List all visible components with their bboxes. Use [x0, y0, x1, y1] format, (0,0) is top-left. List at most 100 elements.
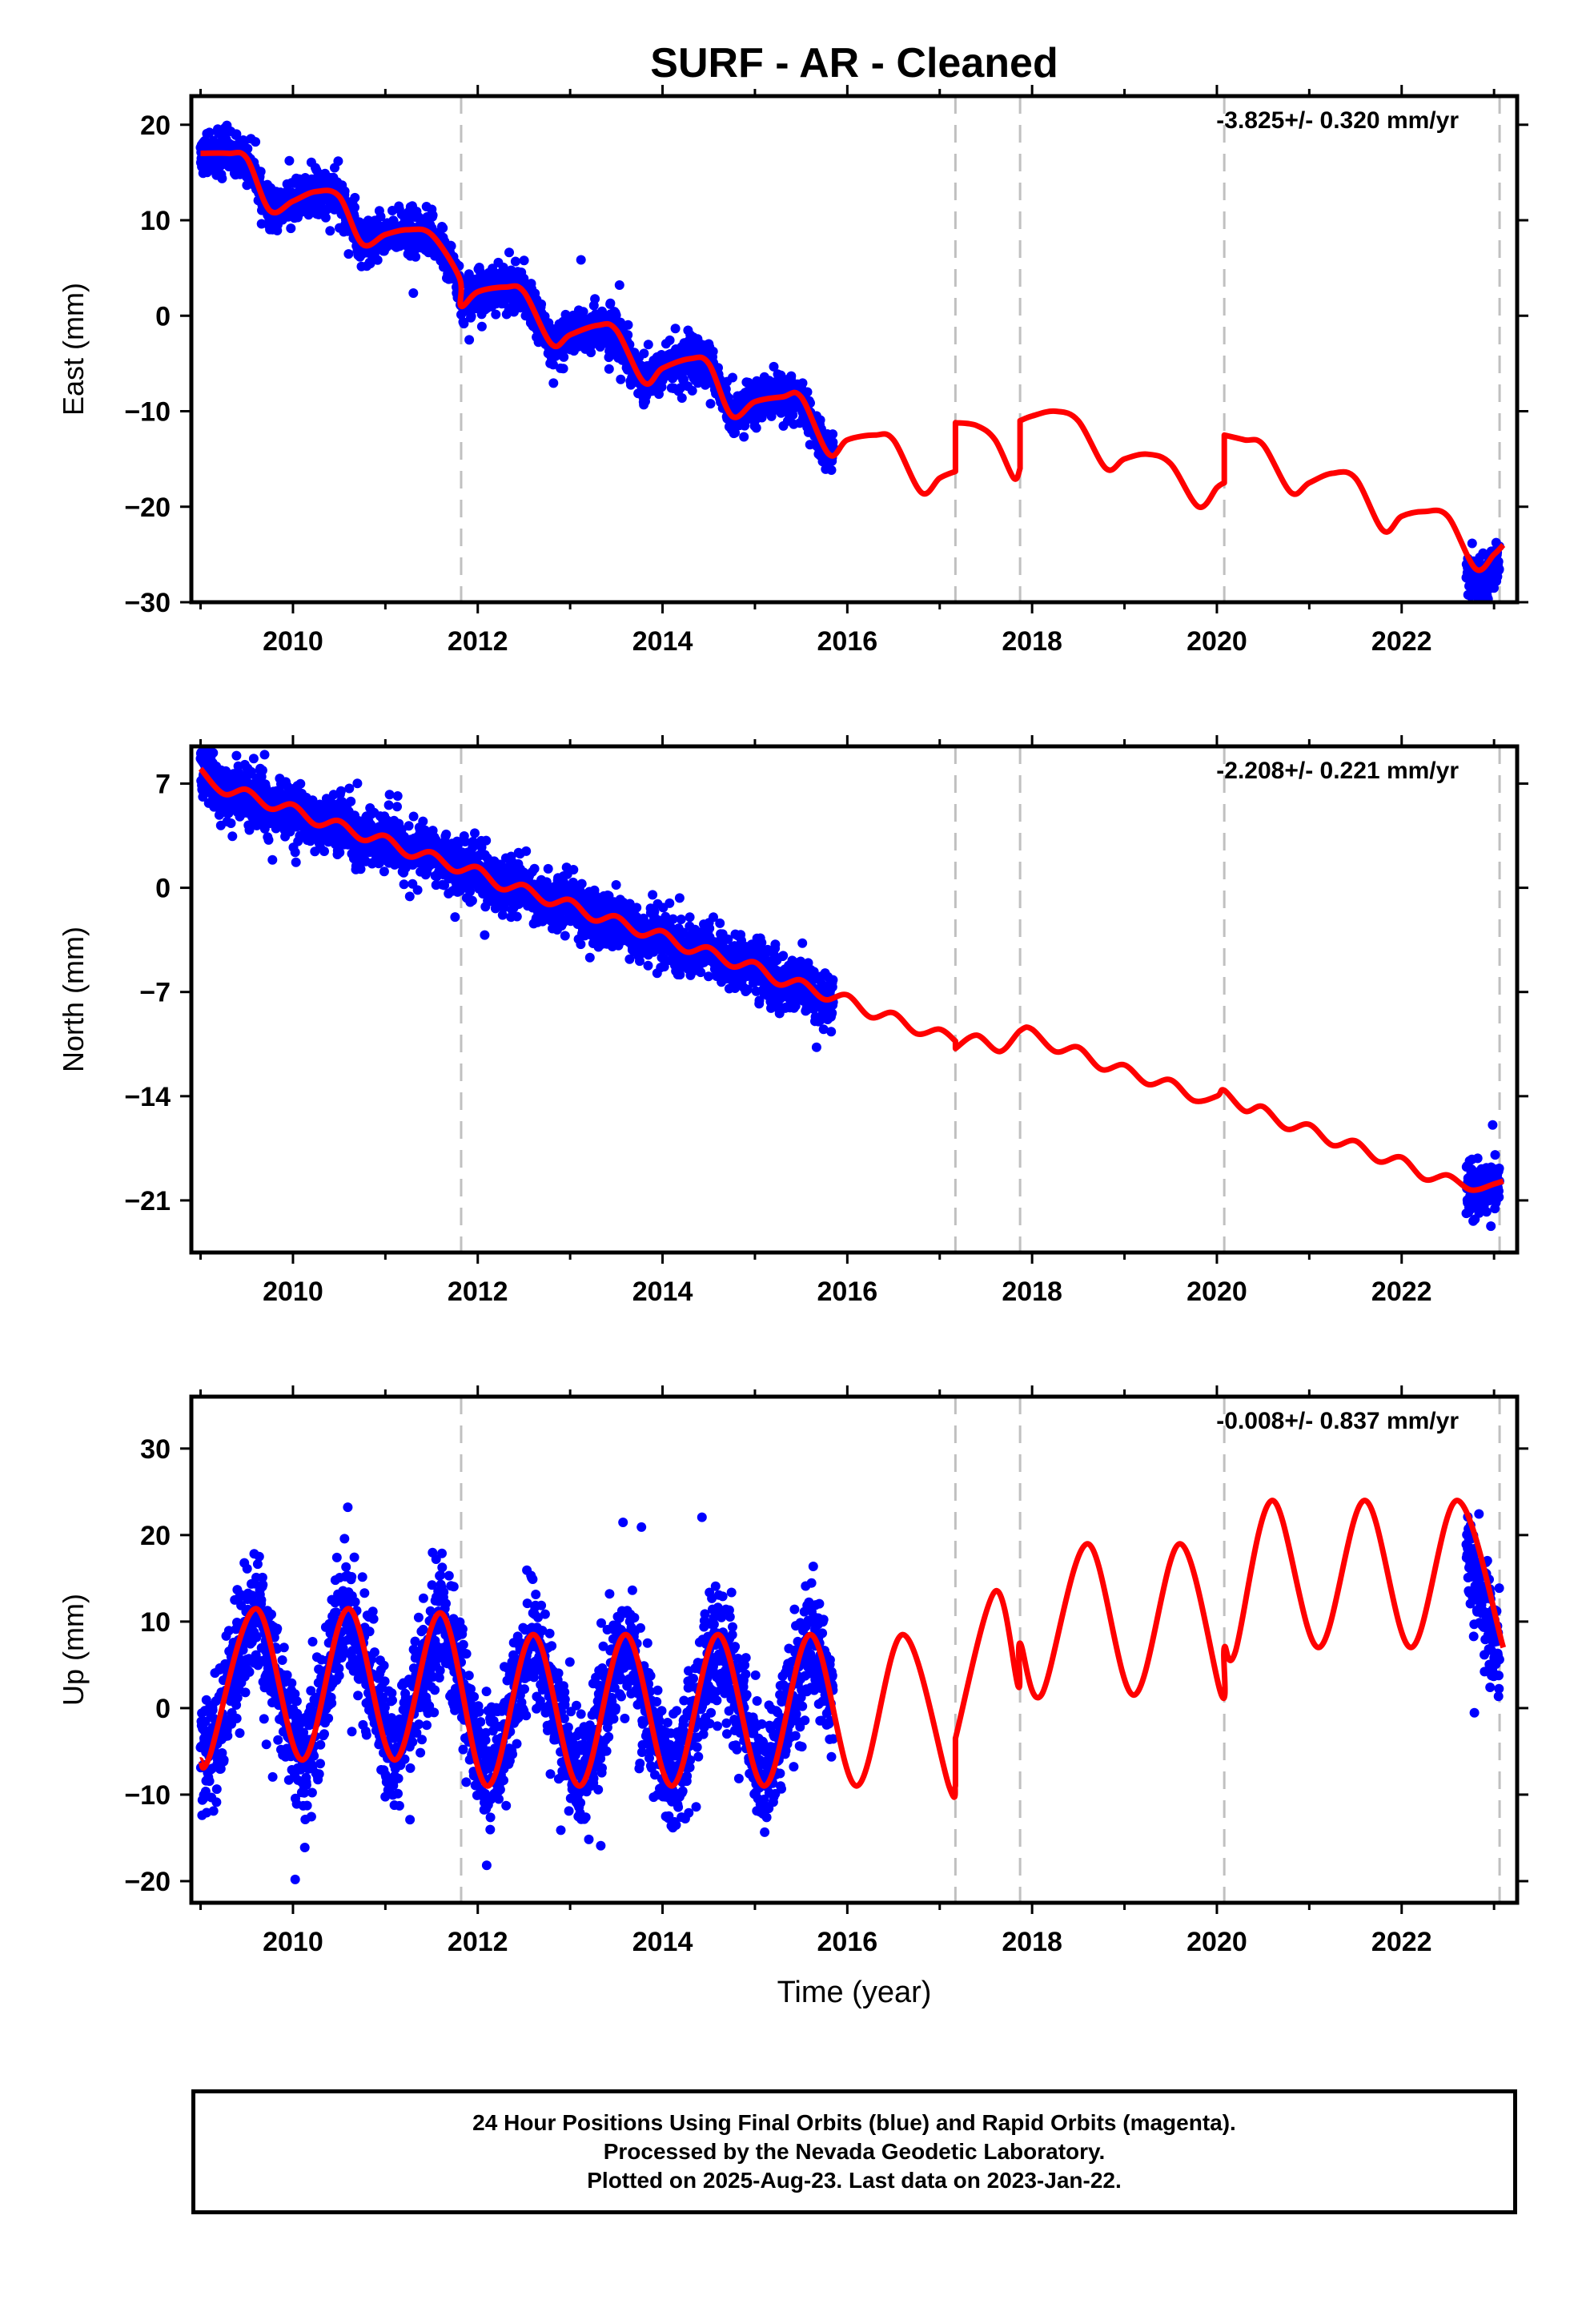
data-point	[355, 864, 366, 875]
data-point	[325, 226, 335, 236]
data-point	[649, 907, 660, 916]
data-point	[375, 211, 386, 222]
y-tick-label: −20	[124, 493, 171, 523]
x-tick-label: 2022	[1371, 626, 1432, 657]
data-point	[476, 321, 487, 332]
data-point	[404, 891, 415, 902]
data-point	[705, 923, 715, 934]
data-point	[497, 910, 508, 920]
data-point	[379, 866, 389, 877]
data-point	[665, 335, 675, 345]
data-point	[466, 312, 476, 321]
data-point	[826, 465, 837, 475]
data-point	[751, 423, 761, 433]
data-point	[614, 280, 624, 290]
data-point	[372, 255, 383, 265]
data-point	[450, 912, 460, 923]
data-point	[590, 294, 600, 304]
data-point	[828, 442, 838, 452]
data-point	[244, 825, 255, 835]
data-point	[346, 796, 356, 806]
data-point	[529, 863, 540, 874]
y-tick-label: 0	[155, 301, 171, 332]
data-point	[335, 847, 345, 858]
data-points-2	[195, 746, 1504, 1232]
data-point	[1467, 538, 1477, 549]
data-point	[290, 847, 300, 858]
model-curve-1	[200, 149, 1506, 573]
data-point	[412, 885, 423, 895]
data-point	[639, 348, 649, 359]
data-point	[668, 914, 678, 924]
data-point	[467, 895, 477, 906]
data-point	[247, 766, 256, 777]
data-point	[428, 210, 438, 220]
data-point	[605, 298, 616, 308]
data-point	[284, 155, 295, 166]
y-tick-label: 10	[140, 206, 171, 236]
data-point	[404, 821, 414, 831]
y-tick-label: −30	[124, 588, 171, 618]
data-point	[251, 137, 261, 147]
data-point	[319, 846, 329, 856]
data-point	[754, 995, 765, 1006]
data-point	[704, 971, 713, 982]
data-point	[586, 348, 596, 358]
data-point	[255, 167, 266, 177]
data-point	[676, 383, 686, 393]
data-point	[452, 840, 463, 850]
data-point	[352, 778, 363, 789]
data-point	[770, 939, 781, 950]
data-point	[344, 783, 355, 794]
data-point	[512, 911, 522, 922]
data-point	[1483, 593, 1493, 602]
x-tick-label: 2016	[817, 626, 878, 657]
data-point	[677, 393, 687, 403]
data-point	[708, 346, 718, 356]
data-point	[802, 387, 813, 397]
data-point	[343, 249, 354, 259]
data-point	[510, 256, 520, 267]
data-point	[597, 306, 607, 316]
data-point	[643, 340, 653, 350]
data-point	[438, 223, 448, 233]
data-point	[488, 263, 498, 274]
data-point	[519, 255, 529, 266]
data-point	[674, 893, 685, 903]
data-point	[295, 778, 306, 789]
data-point	[709, 912, 718, 923]
data-point	[576, 879, 587, 889]
data-point	[559, 352, 569, 362]
data-point	[616, 374, 626, 384]
data-point	[217, 173, 227, 183]
data-point	[687, 385, 697, 396]
data-point	[584, 952, 595, 963]
data-point	[616, 317, 625, 328]
data-point	[548, 360, 558, 370]
data-point	[286, 223, 296, 234]
data-point	[480, 930, 490, 940]
panel-1: 2010 2012 2014 2016 2018 2020 202220100−10−20−…	[57, 85, 1528, 657]
data-point	[399, 879, 409, 890]
data-point	[786, 371, 797, 381]
data-point	[611, 880, 621, 890]
data-point	[441, 829, 452, 839]
data-point	[715, 918, 725, 928]
x-tick-label: 2018	[1002, 626, 1062, 657]
data-point	[204, 127, 215, 138]
x-tick-label: 2012	[448, 626, 508, 657]
data-point	[685, 912, 695, 923]
data-point	[611, 310, 621, 320]
data-point	[339, 186, 350, 196]
data-point	[730, 428, 741, 438]
x-tick-label: 2020	[1186, 626, 1247, 657]
data-point	[248, 754, 259, 764]
data-point	[459, 319, 469, 329]
data-point	[392, 791, 403, 801]
data-point	[742, 984, 753, 995]
data-point	[568, 865, 579, 875]
data-point	[408, 288, 419, 298]
data-point	[350, 192, 360, 203]
data-point	[465, 887, 475, 897]
data-point	[333, 156, 343, 167]
